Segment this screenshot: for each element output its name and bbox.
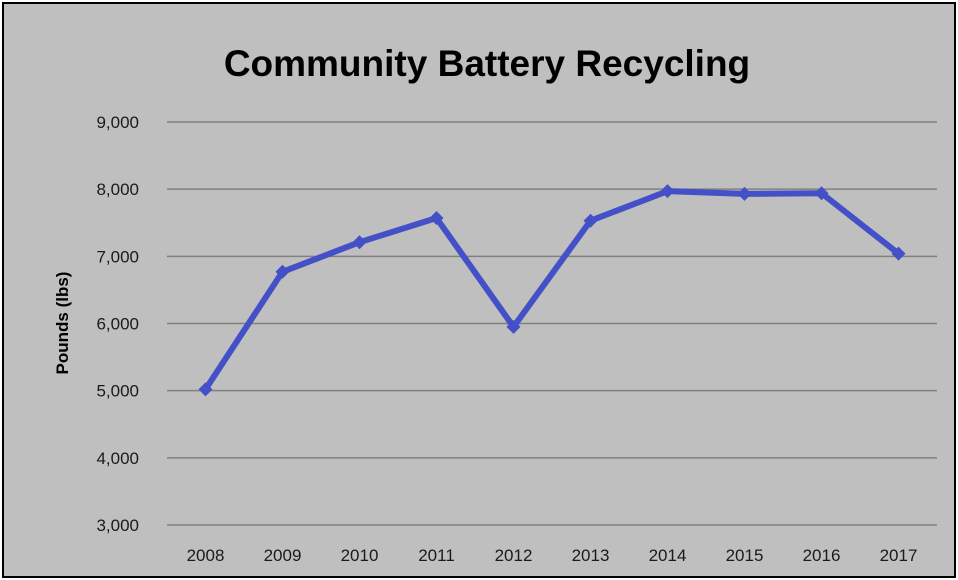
data-point: [506, 319, 521, 334]
chart-title: Community Battery Recycling: [224, 43, 750, 84]
y-axis-label: Pounds (lbs): [53, 272, 72, 375]
x-tick-label: 2015: [726, 546, 764, 565]
y-tick-labels: 3,000 4,000 5,000 6,000 7,000 8,000 9,000: [96, 113, 139, 535]
y-tick-label: 4,000: [96, 449, 139, 468]
data-point: [583, 213, 598, 228]
data-point: [737, 186, 752, 201]
y-tick-label: 5,000: [96, 382, 139, 401]
y-tick-label: 3,000: [96, 516, 139, 535]
data-point: [275, 264, 290, 279]
y-tick-label: 7,000: [96, 247, 139, 266]
x-tick-label: 2012: [495, 546, 533, 565]
data-point: [352, 235, 367, 250]
x-tick-label: 2017: [880, 546, 918, 565]
x-tick-label: 2010: [341, 546, 379, 565]
y-tick-label: 8,000: [96, 180, 139, 199]
x-tick-label: 2014: [649, 546, 687, 565]
series-line: [202, 188, 902, 393]
x-tick-label: 2013: [572, 546, 610, 565]
y-tick-label: 6,000: [96, 315, 139, 334]
data-point: [891, 246, 906, 261]
y-tick-label: 9,000: [96, 113, 139, 132]
x-tick-label: 2008: [187, 546, 225, 565]
series-layer: [198, 184, 906, 397]
data-point: [429, 211, 444, 226]
data-point: [198, 382, 213, 397]
x-tick-labels: 2008 2009 2010 2011 2012 2013 2014 2015 2016 2017: [187, 546, 918, 565]
data-point: [660, 184, 675, 199]
gridlines: [167, 121, 937, 526]
x-tick-label: 2016: [803, 546, 841, 565]
x-tick-label: 2011: [418, 546, 455, 565]
x-tick-label: 2009: [264, 546, 302, 565]
data-point: [814, 186, 829, 201]
